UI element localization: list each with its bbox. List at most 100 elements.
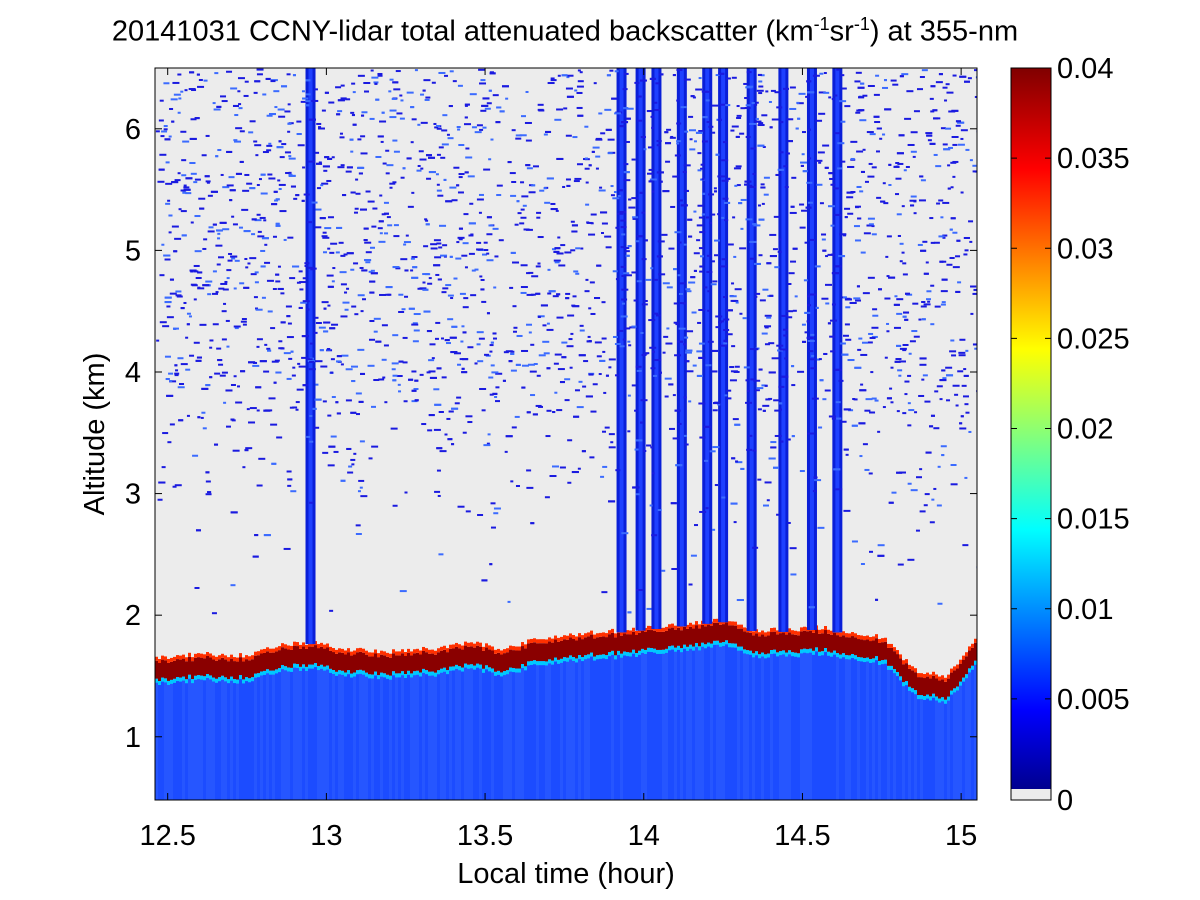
heat-cell-noise (853, 297, 861, 300)
heat-cell-boundary-layer (962, 677, 965, 800)
heat-cell-aerosol-top (935, 678, 938, 697)
heat-cell-noise (271, 203, 278, 206)
heat-cell-noise (242, 323, 247, 326)
heat-cell-noise (333, 450, 339, 453)
heat-cell-aerosol-top (458, 648, 461, 667)
heat-cell-noise (498, 239, 504, 242)
heat-cell-noise (445, 200, 453, 203)
heat-cell-noise (838, 379, 844, 382)
heat-cell-noise (197, 286, 201, 289)
heat-cell-aerosol-top (392, 653, 395, 672)
heat-cell-noise (511, 129, 516, 132)
heat-cell-noise (594, 297, 601, 300)
heat-cell-noise (277, 108, 285, 111)
heat-cell-noise (185, 192, 192, 195)
heat-cell-noise (600, 211, 608, 214)
heat-cell-noise (920, 305, 927, 308)
heat-cell-noise (631, 384, 636, 387)
heat-cell-aerosol-edge (557, 659, 560, 664)
heat-cell-noise (433, 264, 441, 267)
heat-cell-noise (196, 356, 202, 359)
heat-cell-aerosol-edge (947, 696, 950, 701)
heat-cell-noise (739, 132, 745, 135)
heat-cell-noise (471, 269, 476, 272)
heat-cell-noise (490, 502, 496, 505)
heat-cell-noise (851, 540, 858, 543)
heat-cell-aerosol-edge (413, 649, 416, 654)
heat-cell-aerosol-top (272, 652, 275, 671)
heat-cell-aerosol-top (605, 637, 608, 656)
heat-cell-noise (815, 119, 823, 122)
heat-cell-noise (867, 276, 875, 279)
heat-cell-noise (721, 175, 726, 178)
heat-cell-noise (699, 436, 706, 439)
heat-cell-noise (377, 135, 384, 138)
heat-cell-boundary-layer (704, 644, 707, 800)
heat-cell-aerosol-top (719, 624, 722, 643)
heat-cell-aerosol-edge (662, 649, 665, 654)
heat-cell-noise (621, 298, 628, 301)
heat-cell-aerosol-edge (284, 666, 287, 671)
heat-cell-aerosol-edge (452, 644, 455, 649)
heat-cell-noise (476, 124, 483, 127)
heat-cell-noise (588, 233, 596, 236)
heat-cell-noise (731, 457, 736, 460)
heat-cell-noise (590, 222, 594, 225)
heat-cell-noise (428, 171, 436, 174)
heat-cell-noise (191, 89, 197, 92)
heat-cell-noise (419, 373, 424, 376)
heat-cell-aerosol-edge (740, 646, 743, 651)
heat-cell-aerosol-edge (845, 633, 848, 638)
heat-cell-noise (434, 126, 439, 129)
heat-cell-aerosol-edge (884, 637, 887, 642)
heat-cell-noise (585, 203, 590, 206)
heat-cell-noise (482, 126, 487, 129)
heat-cell-noise (340, 97, 347, 100)
heat-cell-noise (735, 461, 743, 464)
heat-cell-aerosol-edge (404, 652, 407, 657)
heat-cell-noise (398, 293, 404, 296)
heat-cell-noise (718, 321, 723, 324)
heat-cell-aerosol-top (641, 630, 644, 649)
heat-cell-noise (360, 372, 366, 375)
heat-cell-aerosol-top (290, 649, 293, 668)
heat-cell-noise (957, 121, 965, 124)
heat-cell-noise (755, 292, 761, 295)
heat-cell-noise (894, 360, 901, 363)
heat-cell-noise (442, 244, 448, 247)
heat-cell-noise (329, 609, 334, 612)
heat-cell-boundary-layer (200, 675, 203, 800)
heat-cell-aerosol-edge (620, 653, 623, 658)
heat-cell-noise (882, 86, 889, 89)
heat-cell-aerosol-edge (500, 672, 503, 677)
heat-cell-aerosol-top (878, 642, 881, 661)
heat-cell-noise (886, 322, 890, 325)
heat-cell-noise (429, 343, 436, 346)
heat-cell-noise (207, 194, 213, 197)
heat-cell-noise (434, 256, 442, 259)
heat-cell-boundary-layer (353, 672, 356, 800)
heat-cell-noise (666, 286, 673, 289)
heat-cell-noise (267, 173, 273, 176)
heat-cell-noise (749, 122, 757, 125)
heat-cell-noise (577, 467, 581, 470)
heat-cell-noise (306, 435, 311, 438)
heat-cell-noise (732, 299, 739, 302)
heat-cell-noise (171, 225, 179, 228)
heat-cell-noise (840, 160, 846, 163)
heat-cell-aerosol-edge (176, 677, 179, 682)
heat-cell-aerosol-top (515, 650, 518, 669)
heat-cell-noise (202, 427, 207, 430)
heat-cell-aerosol-top (248, 660, 251, 679)
heat-cell-noise (908, 352, 912, 355)
heat-cell-noise (726, 243, 734, 246)
heat-cell-aerosol-edge (842, 631, 845, 636)
heat-cell-aerosol-top (944, 681, 947, 700)
heat-cell-noise (926, 298, 932, 301)
heat-cell-noise (262, 151, 269, 154)
heat-cell-noise (717, 175, 723, 178)
heat-cell-noise (230, 418, 235, 421)
heat-cell-noise (788, 272, 795, 275)
heat-cell-noise (443, 178, 447, 181)
heat-cell-aerosol-edge (293, 641, 296, 646)
